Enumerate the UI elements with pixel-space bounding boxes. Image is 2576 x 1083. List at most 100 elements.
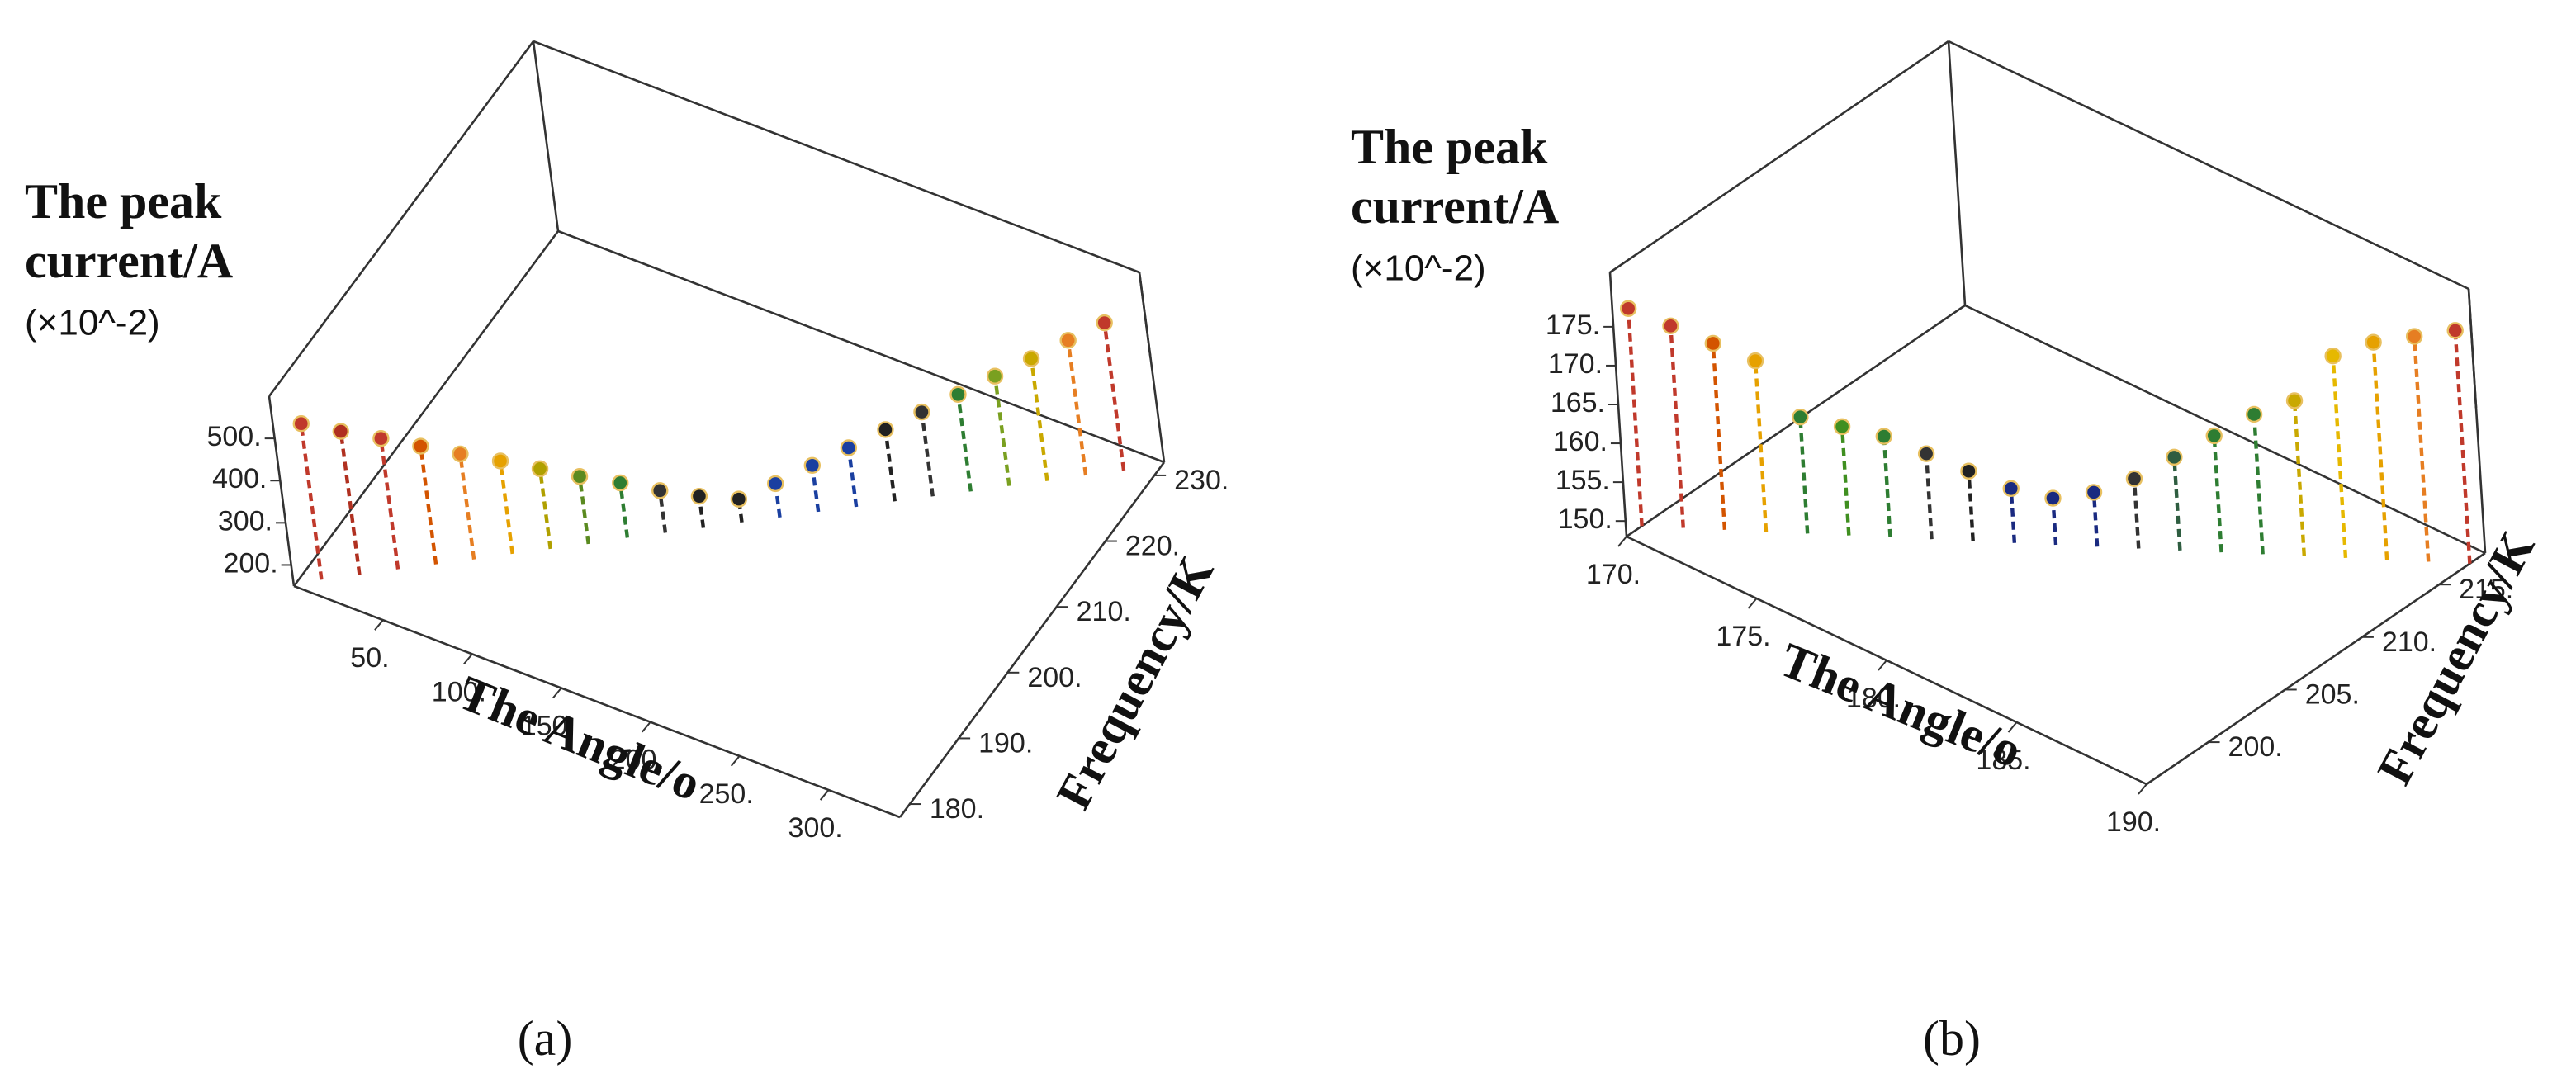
y-tick-label: 215. [2459,574,2513,605]
x-tick-label: 150. [521,711,575,742]
z-tick-label: 165. [1551,387,1605,419]
stem [2212,435,2223,553]
stem [1669,325,1685,528]
box-edge [268,395,296,587]
point [840,439,858,456]
caption: (b) [1923,1011,1981,1066]
point [2245,405,2263,423]
box-edge [2146,551,2486,786]
y-tick-label: 230. [1174,465,1229,496]
stem [2371,342,2389,560]
point [2085,484,2103,501]
stem [956,394,973,492]
stem [1066,340,1088,476]
stem [992,376,1011,486]
z-tick-label: 170. [1548,348,1603,380]
stem [2331,356,2348,559]
point [651,482,669,499]
point [531,460,549,478]
stem [2009,488,2017,543]
z-axis-title: The peak [1351,120,1548,174]
stem [2172,456,2182,551]
point [690,487,708,505]
z-tick-label: 150. [1558,504,1612,535]
z-axis-title: The peak [25,174,222,229]
point [2324,348,2342,365]
z-tick-label: 300. [218,505,272,537]
z-axis-title: current/A [1351,179,1559,234]
point [1096,314,1113,332]
box-edge [293,584,901,819]
point [1022,350,1040,367]
point [571,468,589,485]
point [2166,448,2183,466]
box-edge [898,461,1166,818]
z-axis-title: (×10^-2) [1351,248,1486,289]
stem [2091,492,2100,547]
stem [2051,498,2058,546]
stem [299,423,324,580]
z-tick-label: 155. [1556,465,1610,496]
box-edge [1947,40,1967,306]
x-tick [1617,536,1627,547]
x-axis-title: The Angle/o [1773,632,2029,778]
y-tick-label: 205. [2305,679,2360,710]
point [1792,408,1809,426]
x-tick-label: 190. [2106,806,2161,838]
x-tick-label: 180. [1846,683,1901,714]
z-tick-label: 500. [206,421,261,452]
stem [2252,414,2265,555]
point [913,403,930,421]
point [2205,427,2223,445]
x-tick [1747,598,1758,609]
stem [2453,330,2472,564]
stem [1798,417,1810,534]
point [612,474,629,492]
point [730,490,748,508]
stem [1967,471,1975,542]
y-tick-label: 200. [2228,731,2283,763]
stem [1626,308,1644,527]
caption: (a) [518,1011,573,1066]
y-tick-label: 180. [930,793,984,825]
x-tick [730,755,741,767]
point [452,445,469,463]
z-axis-title: current/A [25,234,233,288]
box-edge [1948,40,2469,291]
point [2002,480,2020,498]
x-axis-title: The Angle/o [452,665,708,811]
stem [537,468,552,550]
stem [2132,478,2141,549]
stem [920,411,935,497]
box-edge [2467,288,2478,409]
point [491,452,509,470]
x-tick-label: 250. [699,778,754,810]
stem [577,475,590,545]
stem [810,465,821,513]
point [292,414,310,433]
stem [419,446,438,565]
point [2285,392,2304,409]
stem [339,431,362,575]
box-edge [268,40,535,397]
box-edge [292,230,560,587]
point [332,423,349,440]
point [877,421,894,438]
point [1746,352,1764,370]
stem [618,482,630,538]
x-tick [552,687,562,699]
z-tick-label: 400. [212,463,267,494]
x-tick [2138,783,2147,795]
y-axis-title: Frequency/K [2367,523,2545,793]
point [1917,445,1935,462]
box-edge [557,229,1165,464]
point [1960,462,1977,480]
x-tick-label: 50. [350,642,389,674]
x-tick [641,721,651,733]
box-edge [532,40,560,232]
z-tick-label: 175. [1546,310,1600,341]
y-tick-label: 220. [1125,531,1180,562]
box-edge [1138,272,1152,358]
point [986,367,1004,385]
